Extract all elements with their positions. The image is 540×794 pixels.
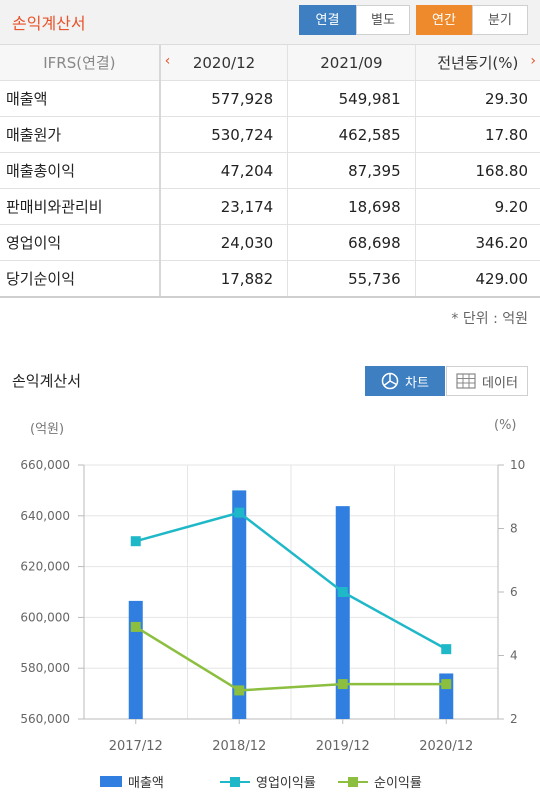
y-left-tick-label: 660,000	[20, 458, 70, 472]
row-value: 549,981	[287, 80, 416, 117]
net-margin-point	[234, 685, 245, 696]
legend-item-net-margin: 순이익률	[338, 772, 422, 791]
x-tick-label: 2019/12	[316, 739, 370, 754]
tab-separate[interactable]: 별도	[356, 5, 410, 35]
op-margin-line	[135, 511, 447, 651]
table-row: 매출총이익 47,204 87,395 168.80	[0, 152, 540, 189]
op-margin-point	[337, 587, 348, 597]
row-value: 577,928	[159, 80, 289, 117]
y-right-tick-label: 2	[510, 712, 518, 726]
table-row: 매출액 577,928 549,981 29.30	[0, 80, 540, 117]
op-margin-point	[130, 536, 141, 547]
net-margin-line	[135, 625, 447, 692]
y-right-tick-label: 6	[510, 585, 518, 599]
income-statement-table: IFRS(연결) ‹ 2020/12 2021/09 전년동기(%) › 매출액…	[0, 45, 540, 298]
y-left-tick-label: 600,000	[20, 610, 70, 624]
legend-bar-swatch	[100, 776, 122, 787]
bar-revenue	[128, 600, 143, 719]
top-bar: 손익계산서 연결 별도 연간 분기	[0, 0, 540, 45]
x-tick-label: 2017/12	[109, 739, 163, 754]
row-value: 17.80	[415, 116, 540, 153]
row-value: 55,736	[287, 260, 416, 298]
row-value: 462,585	[287, 116, 416, 153]
table-row: 영업이익 24,030 68,698 346.20	[0, 224, 540, 261]
row-label: 매출총이익	[0, 152, 161, 189]
y-left-tick-label: 640,000	[20, 509, 70, 523]
row-value: 18,698	[287, 188, 416, 225]
y-left-tick-label: 560,000	[20, 712, 70, 726]
tab-quarter[interactable]: 분기	[472, 5, 528, 35]
row-value: 9.20	[415, 188, 540, 225]
chart-view-label: 차트	[405, 375, 429, 391]
tab-consolidated[interactable]: 연결	[299, 5, 356, 35]
left-axis-unit: (억원)	[30, 422, 65, 437]
x-tick-label: 2020/12	[419, 739, 473, 754]
bar-revenue	[335, 506, 350, 719]
grid-table-icon	[456, 373, 476, 389]
section-title: 손익계산서	[12, 372, 82, 390]
row-value: 346.20	[415, 224, 540, 261]
op-margin-point	[234, 507, 245, 518]
table-header-col: 전년동기(%) ›	[415, 45, 540, 81]
chevron-left-icon[interactable]: ‹	[164, 52, 171, 69]
row-label: 당기순이익	[0, 260, 161, 298]
table-row: 당기순이익 17,882 55,736 429.00	[0, 260, 540, 298]
row-label: 매출액	[0, 80, 161, 117]
y-left-tick-label: 580,000	[20, 661, 70, 675]
data-view-label: 데이터	[482, 375, 518, 391]
row-label: 판매비와관리비	[0, 188, 161, 225]
right-axis-unit: (%)	[494, 418, 517, 433]
table-header-col: 2021/09	[287, 45, 416, 81]
table-row: 매출원가 530,724 462,585 17.80	[0, 116, 540, 153]
table-header-row: IFRS(연결) ‹ 2020/12 2021/09 전년동기(%) ›	[0, 45, 540, 81]
y-right-tick-label: 8	[510, 522, 518, 536]
op-margin-point	[441, 644, 452, 655]
data-view-button[interactable]: 데이터	[446, 366, 528, 396]
table-header-col: ‹ 2020/12	[159, 45, 289, 81]
page-title: 손익계산서	[12, 14, 86, 33]
table-header-ifrs: IFRS(연결)	[0, 45, 161, 81]
row-value: 68,698	[287, 224, 416, 261]
consolidation-toggle: 연결 별도	[299, 5, 410, 35]
row-label: 매출원가	[0, 116, 161, 153]
bar-revenue	[232, 490, 247, 719]
legend-item-revenue: 매출액	[100, 772, 164, 791]
period-toggle: 연간 분기	[416, 5, 528, 35]
row-label: 영업이익	[0, 224, 161, 261]
row-value: 530,724	[159, 116, 289, 153]
pie-chart-icon	[381, 372, 399, 390]
income-chart: 560,000 580,000 600,000 620,000 640,000 660,0…	[20, 458, 525, 754]
chevron-right-icon[interactable]: ›	[530, 52, 536, 69]
table-row: 판매비와관리비 23,174 18,698 9.20	[0, 188, 540, 225]
tab-annual[interactable]: 연간	[416, 5, 472, 35]
y-right-tick-label: 4	[510, 649, 518, 663]
row-value: 24,030	[159, 224, 289, 261]
row-value: 47,204	[159, 152, 289, 189]
x-tick-label: 2018/12	[212, 739, 266, 754]
legend-label: 매출액	[128, 776, 164, 791]
row-value: 23,174	[159, 188, 289, 225]
row-value: 29.30	[415, 80, 540, 117]
row-value: 87,395	[287, 152, 416, 189]
row-value: 429.00	[415, 260, 540, 298]
legend-item-op-margin: 영업이익률	[220, 772, 316, 791]
net-margin-point	[130, 621, 141, 632]
net-margin-point	[337, 679, 348, 690]
y-right-tick-label: 10	[510, 458, 525, 472]
legend-line-swatch	[338, 776, 368, 787]
legend-label: 순이익률	[374, 776, 422, 791]
chart-view-button[interactable]: 차트	[365, 366, 445, 396]
row-value: 17,882	[159, 260, 289, 298]
unit-note: * 단위 : 억원	[451, 311, 528, 327]
row-value: 168.80	[415, 152, 540, 189]
legend-line-swatch	[220, 776, 250, 787]
net-margin-point	[441, 679, 452, 690]
y-left-tick-label: 620,000	[20, 560, 70, 574]
legend-label: 영업이익률	[256, 776, 316, 791]
